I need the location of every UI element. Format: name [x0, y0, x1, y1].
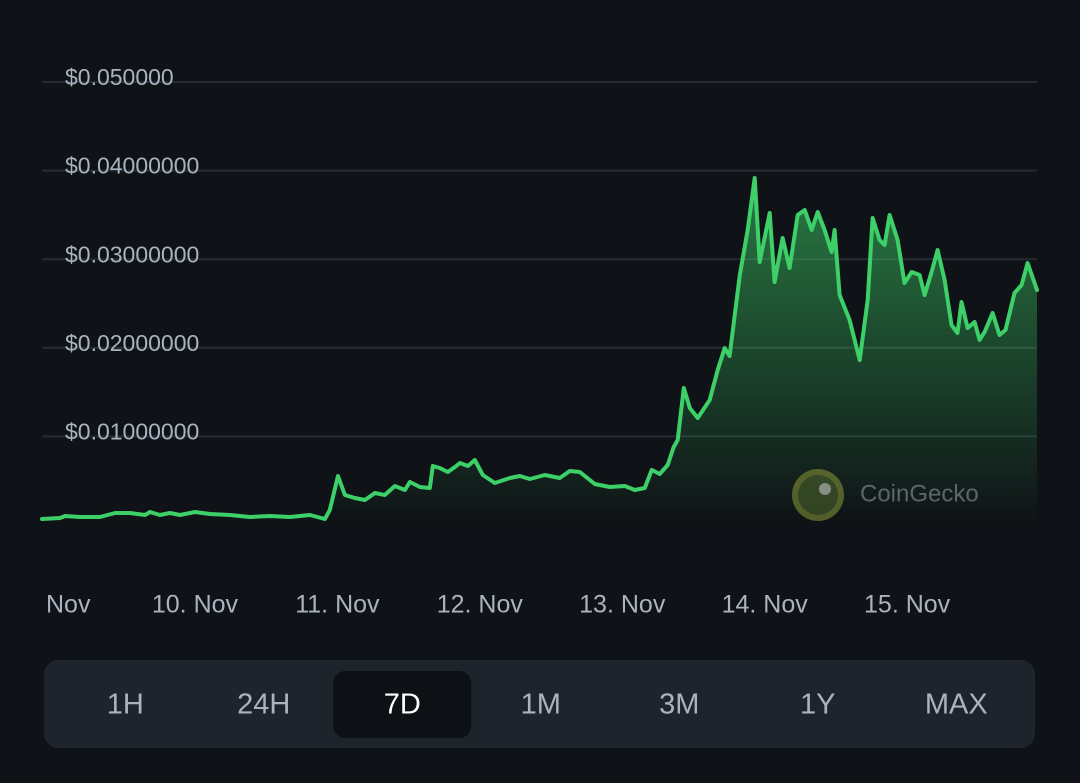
x-tick-label: 13. Nov: [579, 591, 666, 619]
range-bar: [44, 660, 1035, 748]
logo-eye: [819, 483, 831, 495]
range-button[interactable]: 1M: [521, 689, 561, 721]
x-tick-label: 11. Nov: [295, 591, 380, 619]
range-button[interactable]: 24H: [237, 689, 290, 721]
range-buttons: 1H 24H 7D 1M 3M 1Y MAX: [107, 671, 988, 738]
logo-inner: [798, 475, 838, 515]
selected-button[interactable]: [333, 671, 472, 738]
watermark: CoinGecko: [792, 469, 979, 521]
x-tick-label: Nov: [46, 591, 91, 619]
y-tick-label: $0.01000000: [65, 418, 199, 444]
y-tick-label: $0.02000000: [65, 330, 199, 356]
x-axis: Nov 10. Nov 11. Nov 12. Nov 13. Nov 14. Nov 15…: [46, 591, 951, 619]
watermark-text: CoinGecko: [860, 480, 979, 507]
price-line: [40, 176, 1039, 521]
range-button[interactable]: 3M: [659, 689, 699, 721]
x-tick-label: 15. Nov: [864, 591, 951, 619]
x-tick-label: 14. Nov: [722, 591, 809, 619]
y-tick-label: $0.04000000: [65, 153, 199, 179]
x-tick-label: 10. Nov: [152, 591, 239, 619]
y-tick-label: $0.050000: [65, 64, 174, 90]
range-button[interactable]: MAX: [925, 689, 988, 721]
range-button[interactable]: 1H: [107, 689, 144, 721]
y-tick-label: $0.03000000: [65, 241, 199, 267]
x-tick-label: 12. Nov: [437, 591, 524, 619]
range-button[interactable]: 7D: [384, 689, 421, 721]
plot: [40, 176, 1039, 525]
grid: $0.01000000 $0.02000000 $0.03000000 $0.0400…: [42, 64, 1037, 444]
range-button[interactable]: 1Y: [800, 689, 835, 721]
